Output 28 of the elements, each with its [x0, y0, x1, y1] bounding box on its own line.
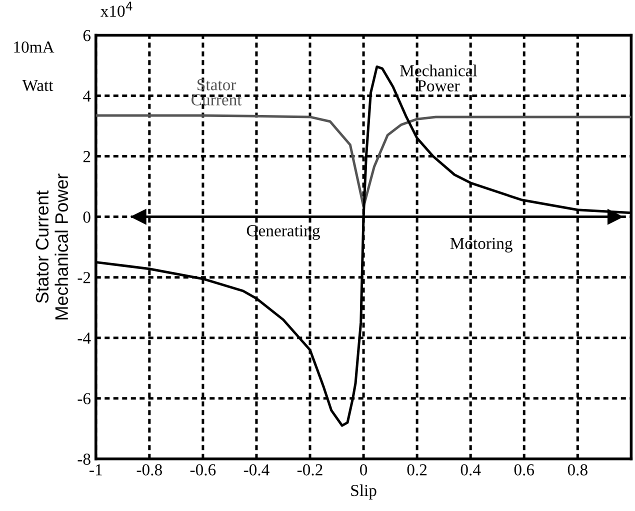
x-tick-label: 0.8: [568, 464, 588, 476]
y-tick-label: 6: [83, 30, 91, 42]
x-tick-label: 0: [360, 464, 368, 476]
text: Watt: [22, 80, 54, 92]
x-tick-label: -0.8: [136, 464, 162, 476]
text: 10mA: [14, 41, 54, 53]
annotation: Generating: [246, 225, 320, 240]
text: x10$^{4}$: [100, 2, 132, 17]
x-tick-label: 0.6: [514, 464, 534, 476]
y-tick-label: -4: [78, 332, 91, 344]
y-tick-label: 2: [83, 151, 90, 162]
annotation: Mechanical Power: [400, 64, 478, 92]
y-axis-title: Stator Current Mechanical Power: [36, 174, 68, 320]
x-tick-label: -0.4: [244, 464, 270, 476]
y-tick-label: 0: [83, 212, 90, 223]
annotation: Motoring: [450, 238, 512, 253]
annotation: Stator Current: [192, 79, 242, 106]
x-tick-label: 0.4: [460, 464, 481, 476]
x-axis-title: Slip: [351, 484, 376, 500]
y-tick-label: 4: [83, 90, 91, 102]
x-tick-label: 0.2: [407, 464, 427, 476]
y-tick-label: -2: [78, 272, 90, 284]
y-tick-label: -6: [78, 393, 91, 404]
x-tick-label: -0.2: [297, 464, 322, 476]
x-tick-label: -1: [90, 464, 102, 476]
line-series: [96, 114, 632, 208]
y-tick-label: -8: [78, 454, 90, 465]
x-tick-label: -0.6: [190, 464, 216, 476]
